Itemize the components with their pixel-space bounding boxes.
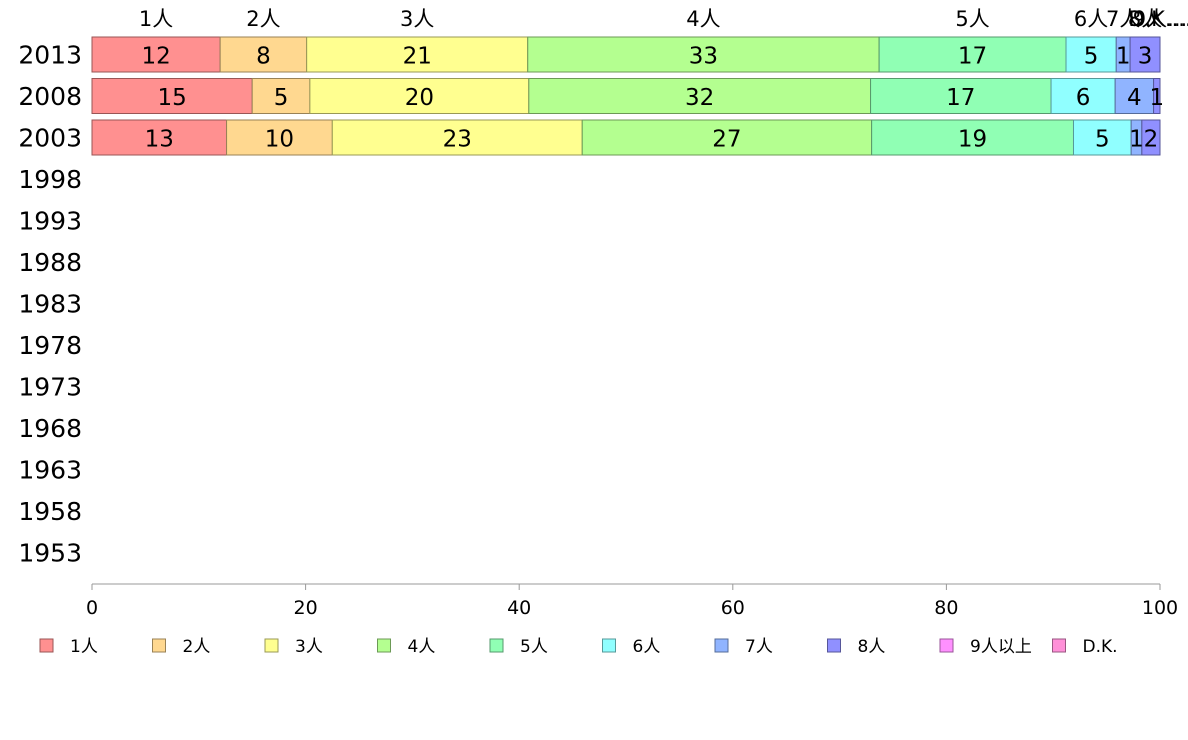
bar-2003-series-3 — [331, 119, 583, 156]
legend-swatch-series-4 — [377, 638, 391, 653]
top-label-series-5: 5人 — [955, 7, 989, 31]
bar-2013-series-3 — [306, 36, 529, 73]
data-label-2008-series-5: 17 — [946, 85, 975, 111]
bar-2013-series-4 — [527, 36, 880, 73]
data-label-2003-series-8: 2 — [1144, 127, 1159, 153]
data-label-2003-series-7: 1 — [1129, 127, 1144, 153]
data-label-2003-series-4: 27 — [712, 127, 741, 153]
category-label-1993: 1993 — [18, 207, 82, 236]
bar-2013-series-5 — [878, 36, 1067, 73]
data-label-2008-series-7: 4 — [1127, 85, 1142, 111]
category-label-1963: 1963 — [18, 456, 82, 485]
data-label-2008-series-3: 20 — [405, 85, 434, 111]
legend-swatch-series-5 — [489, 638, 504, 653]
top-label-series-1: 1人 — [139, 7, 173, 31]
legend-label-series-7: 7人 — [745, 637, 773, 657]
category-label-1983: 1983 — [18, 290, 82, 319]
legend-label-series-1: 1人 — [70, 637, 98, 657]
top-label-series-10: D.K.... — [1128, 7, 1188, 31]
data-label-2013-series-7: 1 — [1116, 44, 1131, 70]
legend-label-series-6: 6人 — [633, 637, 661, 657]
legend-swatch-series-3 — [264, 638, 279, 653]
x-tick-label-0: 0 — [86, 597, 98, 619]
data-label-2013-series-4: 33 — [689, 44, 718, 70]
bar-2003-series-5 — [871, 119, 1074, 156]
legend-swatch-series-2 — [152, 638, 166, 653]
top-label-series-8: 8人 — [1128, 7, 1162, 31]
x-tick-label-20: 20 — [294, 597, 318, 619]
top-label-series-3: 3人 — [400, 7, 434, 31]
data-label-2003-series-6: 5 — [1095, 127, 1110, 153]
top-label-series-6: 6人 — [1074, 7, 1108, 31]
legend-label-series-5: 5人 — [520, 637, 548, 657]
data-label-2003-series-5: 19 — [958, 127, 987, 153]
legend-label-series-10: D.K. — [1083, 637, 1118, 657]
bar-2013-series-1 — [91, 36, 221, 73]
legend-label-series-8: 8人 — [858, 637, 886, 657]
category-label-2013: 2013 — [18, 41, 82, 70]
x-tick-label-40: 40 — [507, 597, 531, 619]
bar-2003-series-4 — [581, 119, 873, 156]
category-label-1988: 1988 — [18, 248, 82, 277]
bar-2003-series-8 — [1141, 119, 1161, 156]
data-label-2003-series-3: 23 — [443, 127, 472, 153]
data-label-2013-series-3: 21 — [403, 44, 432, 70]
legend-swatch-series-6 — [602, 638, 616, 653]
data-label-2003-series-2: 10 — [265, 127, 294, 153]
category-label-1973: 1973 — [18, 373, 82, 402]
x-tick-label-80: 80 — [934, 597, 958, 619]
x-tick-label-100: 100 — [1142, 597, 1178, 619]
bar-2008-series-8 — [1153, 78, 1161, 114]
bar-2008-series-1 — [91, 78, 253, 114]
bar-2008-series-6 — [1050, 78, 1116, 114]
legend-label-series-4: 4人 — [408, 637, 436, 657]
category-label-1998: 1998 — [18, 165, 82, 194]
bar-2008-series-2 — [251, 78, 311, 114]
data-label-2013-series-6: 5 — [1084, 44, 1099, 70]
legend-swatch-series-8 — [827, 638, 841, 653]
bar-2013-series-8 — [1129, 36, 1161, 73]
top-label-series-7: 7人 — [1106, 7, 1140, 31]
data-label-2013-series-8: 3 — [1138, 44, 1153, 70]
data-label-2008-series-4: 32 — [685, 85, 714, 111]
category-label-2003: 2003 — [18, 124, 82, 153]
data-label-2003-series-1: 13 — [145, 127, 174, 153]
legend-swatch-series-9 — [939, 638, 954, 653]
legend-swatch-series-1 — [39, 638, 54, 653]
data-label-2008-series-6: 6 — [1076, 85, 1091, 111]
legend-label-series-3: 3人 — [295, 637, 323, 657]
x-tick-label-60: 60 — [721, 597, 745, 619]
category-label-1978: 1978 — [18, 331, 82, 360]
top-label-series-9: 9人... — [1133, 7, 1187, 31]
bar-2013-series-2 — [219, 36, 308, 73]
data-label-2013-series-2: 8 — [256, 44, 271, 70]
bar-2003-series-2 — [226, 119, 333, 156]
legend-swatch-series-7 — [714, 638, 729, 653]
bar-2008-series-7 — [1114, 78, 1155, 114]
legend-label-series-2: 2人 — [183, 637, 211, 657]
data-label-2008-series-8: 1 — [1149, 85, 1164, 111]
data-label-2008-series-2: 5 — [274, 85, 289, 111]
category-label-1953: 1953 — [18, 539, 82, 568]
legend-label-series-9: 9人以上 — [970, 637, 1032, 657]
top-label-series-2: 2人 — [246, 7, 280, 31]
category-label-1968: 1968 — [18, 414, 82, 443]
data-label-2008-series-1: 15 — [157, 85, 186, 111]
bar-2003-series-6 — [1072, 119, 1132, 156]
category-label-1958: 1958 — [18, 497, 82, 526]
category-label-2008: 2008 — [18, 82, 82, 111]
top-label-series-4: 4人 — [686, 7, 720, 31]
bar-2008-series-4 — [528, 78, 872, 114]
bar-2008-series-3 — [309, 78, 530, 114]
legend-swatch-series-10 — [1052, 638, 1066, 653]
bar-2008-series-5 — [870, 78, 1052, 114]
data-label-2013-series-5: 17 — [958, 44, 987, 70]
data-label-2013-series-1: 12 — [141, 44, 170, 70]
bar-2013-series-6 — [1065, 36, 1117, 73]
